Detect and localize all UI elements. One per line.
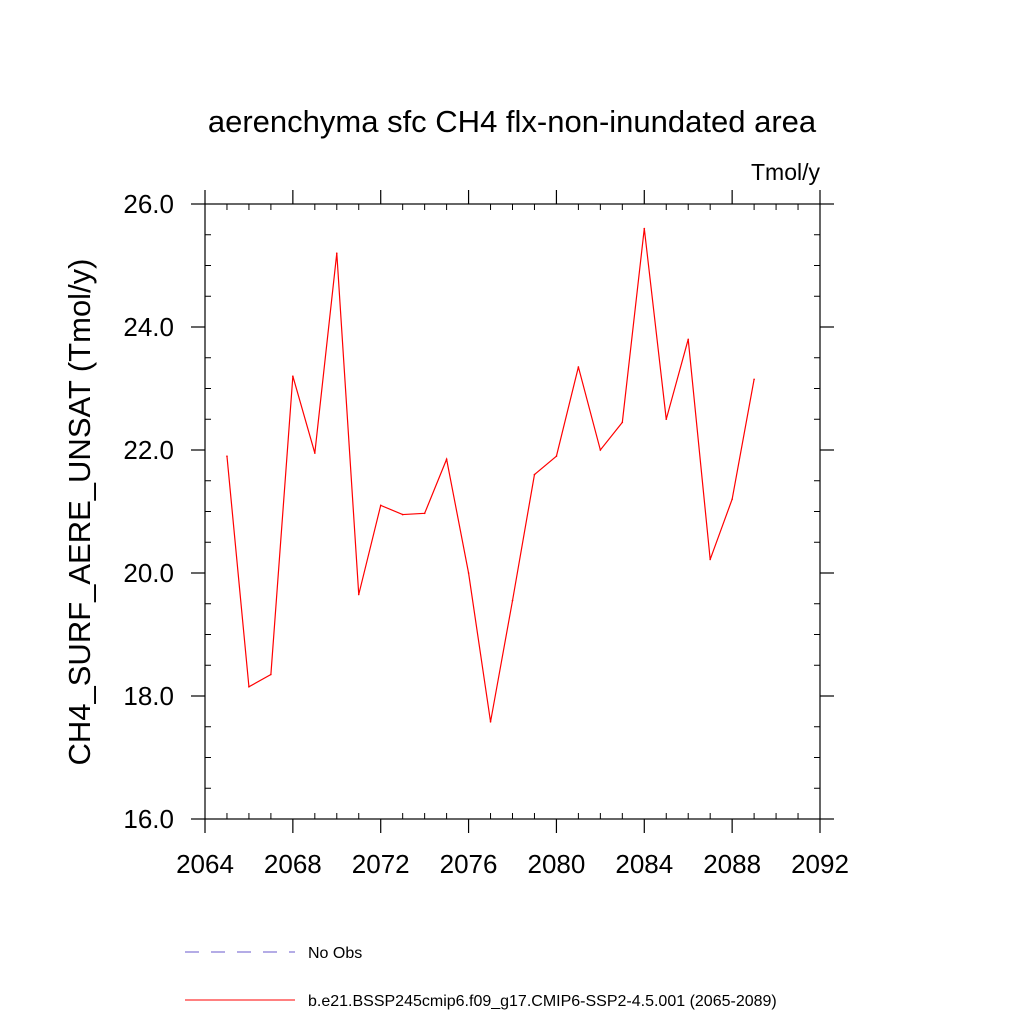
legend-label: No Obs [308, 945, 362, 962]
data-point [467, 572, 470, 574]
data-point [555, 455, 558, 457]
data-point [357, 593, 360, 596]
data-point [335, 252, 338, 254]
data-point [511, 599, 514, 602]
data-point [599, 449, 602, 451]
y-tick-label: 22.0 [123, 435, 174, 465]
legend: No Obs b.e21.BSSP245cmip6.f09_g17.CMIP6-S… [185, 945, 777, 1010]
legend-label: b.e21.BSSP245cmip6.f09_g17.CMIP6-SSP2-4.… [308, 993, 777, 1010]
data-point [643, 227, 646, 230]
y-tick-label: 26.0 [123, 189, 174, 219]
y-tick-label: 24.0 [123, 312, 174, 342]
data-point [379, 504, 382, 507]
y-axis-label: CH4_SURF_AERE_UNSAT (Tmol/y) [62, 258, 97, 765]
chart-title: aerenchyma sfc CH4 flx-non-inundated are… [208, 104, 817, 139]
data-point [423, 512, 426, 515]
data-series [226, 227, 755, 723]
data-point [270, 673, 272, 676]
data-point [665, 418, 668, 421]
x-tick-label: 2084 [615, 849, 673, 879]
data-point [226, 455, 228, 457]
x-tick-label: 2088 [703, 849, 761, 879]
data-point [533, 473, 536, 476]
data-point [401, 513, 404, 516]
data-point [621, 421, 624, 424]
x-tick-label: 2072 [352, 849, 410, 879]
data-point [248, 685, 250, 688]
x-tick-label: 2064 [176, 849, 234, 879]
y-tick-label: 16.0 [123, 804, 174, 834]
data-point [445, 458, 448, 461]
data-point [292, 375, 294, 378]
data-point [577, 366, 580, 368]
tick-labels: 2064 2068 2072 2076 2080 2084 2088 2092 16.0 18.0… [123, 189, 849, 879]
data-point [687, 338, 690, 341]
x-tick-label: 2092 [791, 849, 849, 879]
x-tick-label: 2080 [528, 849, 586, 879]
series-line [226, 228, 755, 722]
units-label: Tmol/y [751, 159, 821, 185]
data-point [753, 378, 755, 381]
y-tick-label: 18.0 [123, 681, 174, 711]
data-point [731, 498, 733, 501]
axis-ticks [191, 190, 834, 833]
data-point [314, 452, 316, 454]
x-tick-label: 2076 [440, 849, 498, 879]
data-point [489, 721, 492, 723]
x-tick-label: 2068 [264, 849, 322, 879]
data-point [709, 558, 711, 561]
y-tick-label: 20.0 [123, 558, 174, 588]
